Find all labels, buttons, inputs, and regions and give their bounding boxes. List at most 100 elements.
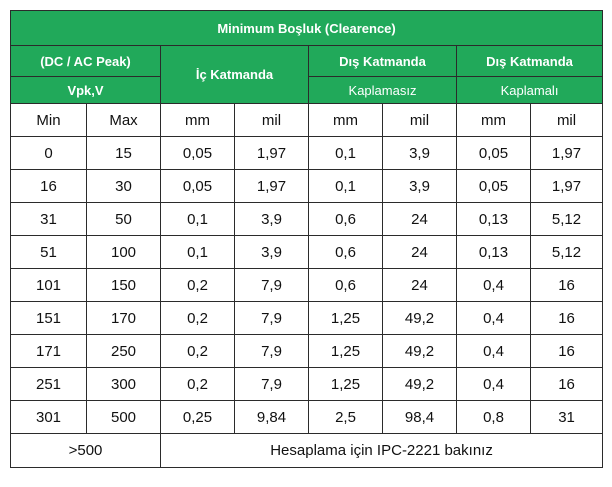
table-cell: 3,9: [234, 202, 309, 236]
table-cell: 1,97: [529, 136, 604, 170]
table-row: 16 30 0,05 1,97 0,1 3,9 0,05 1,97: [10, 169, 604, 203]
inner-layer-header: İç Katmanda: [160, 45, 309, 104]
table-cell: 5,12: [529, 235, 604, 269]
footer-range: >500: [10, 433, 161, 468]
column-header: mm: [160, 103, 235, 137]
table-cell: 0,8: [456, 400, 531, 434]
table-cell: 7,9: [234, 268, 309, 302]
table-cell: 0,4: [456, 301, 531, 335]
table-cell: 0,13: [456, 235, 531, 269]
column-header-row: Min Max mm mil mm mil mm mil: [10, 103, 604, 137]
table-cell: 5,12: [529, 202, 604, 236]
table-cell: 3,9: [382, 136, 457, 170]
table-cell: 1,97: [529, 169, 604, 203]
table-cell: 0,1: [308, 169, 383, 203]
title-row: Minimum Boşluk (Clearence): [9, 10, 604, 46]
table-cell: 0,05: [160, 136, 235, 170]
table-body: Minimum Boşluk (Clearence) (DC / AC Peak…: [9, 10, 604, 468]
table-title: Minimum Boşluk (Clearence): [9, 10, 604, 46]
table-cell: 49,2: [382, 301, 457, 335]
table-cell: 9,84: [234, 400, 309, 434]
column-header: mm: [308, 103, 383, 137]
table-cell: 150: [86, 268, 161, 302]
table-row: 251 300 0,2 7,9 1,25 49,2 0,4 16: [10, 367, 604, 401]
table-row: 151 170 0,2 7,9 1,25 49,2 0,4 16: [10, 301, 604, 335]
table-cell: 7,9: [234, 367, 309, 401]
table-cell: 50: [86, 202, 161, 236]
table-cell: 0,6: [308, 235, 383, 269]
table-cell: 1,25: [308, 334, 383, 368]
table-cell: 0,4: [456, 367, 531, 401]
table-cell: 101: [10, 268, 87, 302]
table-cell: 0: [10, 136, 87, 170]
table-row: 301 500 0,25 9,84 2,5 98,4 0,8 31: [10, 400, 604, 434]
table-cell: 170: [86, 301, 161, 335]
table-cell: 16: [10, 169, 87, 203]
column-header: mil: [234, 103, 309, 137]
table-cell: 0,6: [308, 202, 383, 236]
table-cell: 100: [86, 235, 161, 269]
table-cell: 1,25: [308, 301, 383, 335]
table-cell: 0,1: [308, 136, 383, 170]
table-row: 101 150 0,2 7,9 0,6 24 0,4 16: [10, 268, 604, 302]
table-cell: 0,6: [308, 268, 383, 302]
outer-uncoated-sub: Kaplamasız: [308, 76, 457, 104]
column-header: Min: [10, 103, 87, 137]
table-row: 0 15 0,05 1,97 0,1 3,9 0,05 1,97: [10, 136, 604, 170]
table-cell: 251: [10, 367, 87, 401]
footer-note: Hesaplama için IPC-2221 bakınız: [159, 433, 604, 468]
table-cell: 7,9: [234, 334, 309, 368]
table-cell: 300: [86, 367, 161, 401]
column-header: mm: [456, 103, 531, 137]
table-cell: 24: [382, 235, 457, 269]
clearance-table: Minimum Boşluk (Clearence) (DC / AC Peak…: [9, 10, 604, 468]
table-cell: 301: [10, 400, 87, 434]
table-cell: 30: [86, 169, 161, 203]
table-cell: 0,2: [160, 334, 235, 368]
table-cell: 24: [382, 202, 457, 236]
table-cell: 151: [10, 301, 87, 335]
table-cell: 0,2: [160, 367, 235, 401]
table-cell: 0,4: [456, 268, 531, 302]
table-row: 51 100 0,1 3,9 0,6 24 0,13 5,12: [10, 235, 604, 269]
table-cell: 51: [10, 235, 87, 269]
table-cell: 16: [529, 334, 604, 368]
table-cell: 1,97: [234, 136, 309, 170]
voltage-unit: Vpk,V: [10, 76, 161, 104]
table-cell: 31: [10, 202, 87, 236]
table-cell: 49,2: [382, 334, 457, 368]
table-cell: 0,2: [160, 301, 235, 335]
table-cell: 0,1: [160, 235, 235, 269]
outer-uncoated-header: Dış Katmanda: [308, 45, 457, 77]
table-cell: 0,05: [160, 169, 235, 203]
table-cell: 3,9: [382, 169, 457, 203]
table-cell: 171: [10, 334, 87, 368]
outer-coated-sub: Kaplamalı: [455, 76, 604, 104]
column-header: Max: [86, 103, 161, 137]
table-cell: 24: [382, 268, 457, 302]
column-header: mil: [382, 103, 457, 137]
table-cell: 3,9: [234, 235, 309, 269]
table-cell: 7,9: [234, 301, 309, 335]
table-cell: 0,13: [456, 202, 531, 236]
table-cell: 0,05: [456, 136, 531, 170]
table-cell: 0,05: [456, 169, 531, 203]
table-row: 171 250 0,2 7,9 1,25 49,2 0,4 16: [10, 334, 604, 368]
header-row-1: (DC / AC Peak) İç Katmanda Dış Katmanda …: [10, 45, 604, 104]
table-cell: 0,4: [456, 334, 531, 368]
table-cell: 500: [86, 400, 161, 434]
table-cell: 0,2: [160, 268, 235, 302]
footer-row: >500 Hesaplama için IPC-2221 bakınız: [10, 433, 604, 468]
column-header: mil: [529, 103, 604, 137]
header-row-2: Vpk,V Kaplamasız Kaplamalı: [10, 76, 604, 104]
table-cell: 16: [529, 301, 604, 335]
table-cell: 31: [529, 400, 604, 434]
table-row: 31 50 0,1 3,9 0,6 24 0,13 5,12: [10, 202, 604, 236]
table-cell: 98,4: [382, 400, 457, 434]
table-cell: 0,25: [160, 400, 235, 434]
table-cell: 2,5: [308, 400, 383, 434]
table-cell: 16: [529, 367, 604, 401]
table-cell: 49,2: [382, 367, 457, 401]
outer-coated-header: Dış Katmanda: [455, 45, 604, 77]
voltage-header: (DC / AC Peak): [10, 45, 161, 77]
